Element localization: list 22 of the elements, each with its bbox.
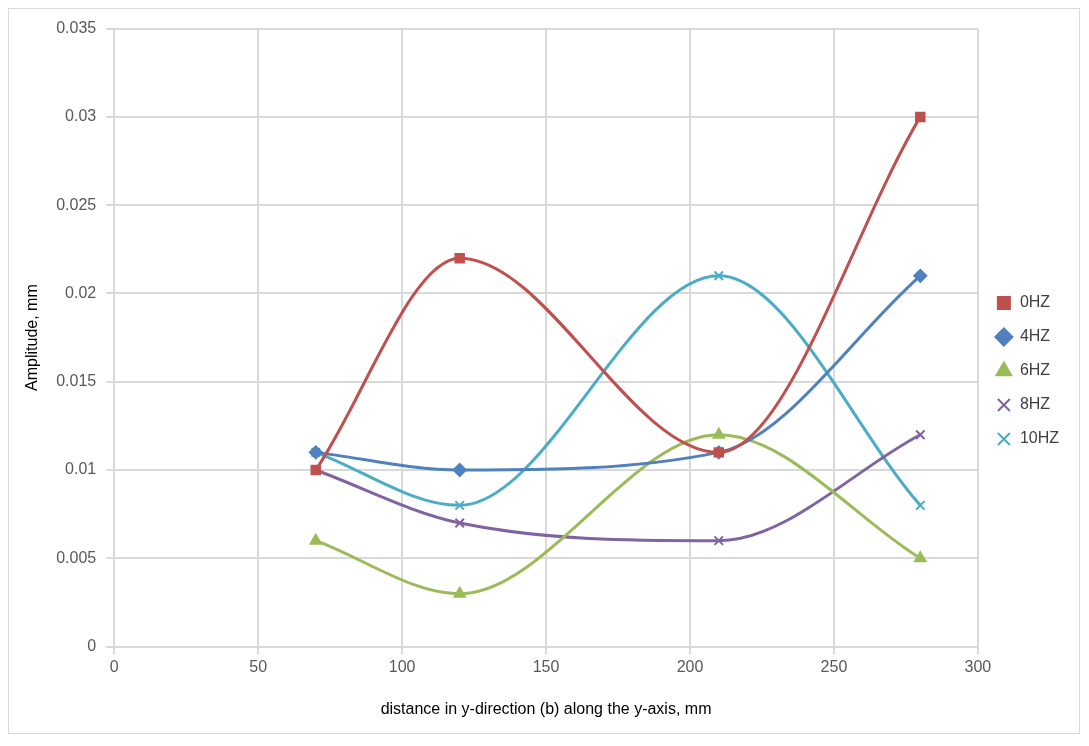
y-tick-label: 0.015 [56,372,97,390]
y-tick-label: 0.03 [65,107,97,125]
x-axis-title: distance in y-direction (b) along the y-axis, mm [380,699,712,717]
x-tick-label: 0 [109,657,119,675]
legend-label: 10HZ [1019,429,1060,447]
y-tick-label: 0.035 [56,19,97,37]
y-tick-label: 0.02 [65,283,97,301]
legend-label: 8HZ [1019,395,1051,413]
y-tick-label: 0.025 [56,195,97,213]
legend-label: 4HZ [1019,327,1051,345]
y-axis-title: Amplitude, mm [23,284,41,391]
x-tick-label: 200 [676,657,704,675]
x-tick-label: 150 [532,657,560,675]
x-tick-label: 50 [249,657,268,675]
y-tick-label: 0.01 [65,460,97,478]
legend-label: 0HZ [1019,293,1051,311]
y-tick-label: 0 [87,637,97,655]
y-tick-label: 0.005 [56,548,97,566]
x-tick-label: 250 [820,657,848,675]
x-tick-label: 300 [964,657,992,675]
x-tick-label: 100 [388,657,416,675]
legend-label: 6HZ [1019,361,1051,379]
